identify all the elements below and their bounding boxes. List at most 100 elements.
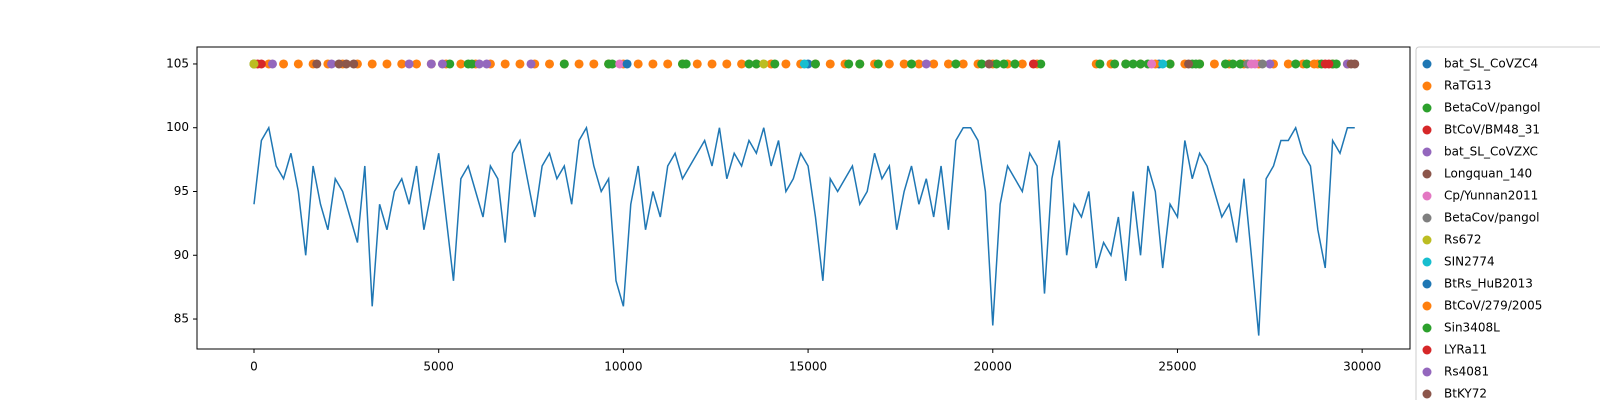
scatter-point: [737, 59, 747, 69]
scatter-point: [482, 59, 492, 69]
x-tick-label: 0: [250, 360, 258, 374]
legend-label: LYRa11: [1444, 343, 1487, 357]
legend-label: Rs4081: [1444, 365, 1489, 379]
scatter-point: [1331, 59, 1341, 69]
y-tick-label: 100: [166, 120, 189, 134]
legend-label: bat_SL_CoVZXC: [1444, 145, 1538, 159]
scatter-point: [474, 59, 484, 69]
scatter-point: [1235, 59, 1245, 69]
legend-label: bat_SL_CoVZC4: [1444, 57, 1538, 71]
plot-frame: [196, 46, 1411, 350]
scatter-point: [1010, 59, 1020, 69]
scatter-point: [692, 59, 702, 69]
x-tick-label: 10000: [604, 360, 642, 374]
legend-label: BtRs_HuB2013: [1444, 277, 1533, 291]
legend-marker: [1422, 59, 1432, 69]
scatter-point: [984, 59, 994, 69]
scatter-point: [770, 59, 780, 69]
scatter-point: [334, 59, 344, 69]
scatter-point: [341, 59, 351, 69]
legend-label: BetaCoV/pangol: [1444, 101, 1541, 115]
legend-marker: [1422, 323, 1432, 333]
scatter-point: [456, 59, 466, 69]
scatter-point: [1028, 59, 1038, 69]
scatter-point: [437, 59, 447, 69]
scatter-point: [1110, 59, 1120, 69]
x-tick-label: 30000: [1343, 360, 1381, 374]
legend-label: BtCoV/279/2005: [1444, 299, 1542, 313]
scatter-point: [397, 59, 407, 69]
scatter-point: [855, 59, 865, 69]
scatter-point: [1128, 59, 1138, 69]
scatter-point: [899, 59, 909, 69]
scatter-point: [404, 59, 414, 69]
legend-marker: [1422, 125, 1432, 135]
scatter-point: [722, 59, 732, 69]
legend-marker: [1422, 81, 1432, 91]
legend-marker: [1422, 213, 1432, 223]
y-tick-label: 85: [174, 312, 189, 326]
scatter-point: [648, 59, 658, 69]
scatter-point: [751, 59, 761, 69]
scatter-point: [707, 59, 717, 69]
scatter-point: [1017, 59, 1027, 69]
scatter-point: [1265, 59, 1275, 69]
scatter-point: [873, 59, 883, 69]
scatter-point: [426, 59, 436, 69]
scatter-point: [1257, 59, 1267, 69]
scatter-point: [1220, 59, 1230, 69]
y-tick-label: 95: [174, 184, 189, 198]
scatter-point: [907, 59, 917, 69]
scatter-point: [559, 59, 569, 69]
scatter-point: [1346, 59, 1356, 69]
scatter-point: [633, 59, 643, 69]
scatter-point: [1228, 59, 1238, 69]
y-tick-label: 90: [174, 248, 189, 262]
scatter-point: [977, 59, 987, 69]
scatter-point: [467, 59, 477, 69]
scatter-point: [1147, 59, 1157, 69]
legend-label: SIN2774: [1444, 255, 1495, 269]
scatter-point: [1291, 59, 1301, 69]
scatter-point: [1036, 59, 1046, 69]
scatter-point: [622, 59, 632, 69]
scatter-point: [1246, 59, 1256, 69]
legend-label: BetaCov/pangol: [1444, 211, 1539, 225]
scatter-point: [943, 59, 953, 69]
scatter-point: [500, 59, 510, 69]
scatter-point: [293, 59, 303, 69]
scatter-point: [267, 59, 277, 69]
scatter-point: [327, 59, 337, 69]
scatter-point: [312, 59, 322, 69]
scatter-point: [526, 59, 536, 69]
legend-marker: [1422, 169, 1432, 179]
scatter-point: [412, 59, 422, 69]
scatter-point: [279, 59, 289, 69]
scatter-point: [1209, 59, 1219, 69]
legend-label: Longquan_140: [1444, 167, 1532, 181]
legend-label: Rs672: [1444, 233, 1482, 247]
legend-marker: [1422, 389, 1432, 399]
scatter-point: [607, 59, 617, 69]
legend-label: BtCoV/BM48_31: [1444, 123, 1540, 137]
scatter-point: [810, 59, 820, 69]
scatter-point: [1195, 59, 1205, 69]
scatter-point: [367, 59, 377, 69]
scatter-point: [256, 59, 266, 69]
data-line: [253, 125, 1355, 336]
scatter-point: [663, 59, 673, 69]
legend-marker: [1422, 191, 1432, 201]
scatter-point: [799, 59, 809, 69]
legend-label: Cp/Yunnan2011: [1444, 189, 1538, 203]
scatter-point: [515, 59, 525, 69]
scatter-point: [744, 59, 754, 69]
scatter-point: [825, 59, 835, 69]
scatter-point: [349, 59, 359, 69]
legend-marker: [1422, 301, 1432, 311]
scatter-point: [681, 59, 691, 69]
scatter-point: [929, 59, 939, 69]
scatter-point: [1121, 59, 1131, 69]
scatter-point: [574, 59, 584, 69]
